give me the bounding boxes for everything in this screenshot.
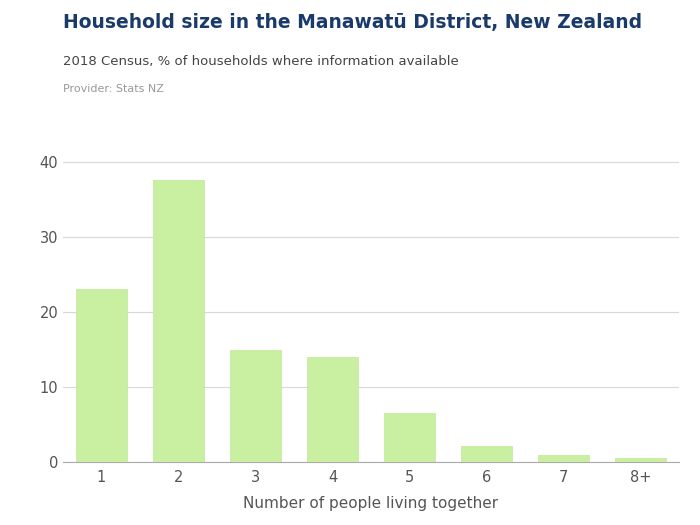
Bar: [538, 455, 589, 462]
Bar: [307, 357, 358, 462]
Bar: [230, 350, 281, 462]
Bar: [384, 413, 435, 462]
Bar: [153, 180, 204, 462]
Text: Household size in the Manawatū District, New Zealand: Household size in the Manawatū District,…: [63, 13, 642, 32]
Bar: [76, 289, 127, 462]
Bar: [461, 446, 512, 462]
Text: 2018 Census, % of households where information available: 2018 Census, % of households where infor…: [63, 55, 459, 68]
X-axis label: Number of people living together: Number of people living together: [244, 497, 498, 511]
Text: Provider: Stats NZ: Provider: Stats NZ: [63, 84, 164, 94]
Text: figure.nz: figure.nz: [581, 11, 662, 26]
Bar: [615, 458, 666, 462]
